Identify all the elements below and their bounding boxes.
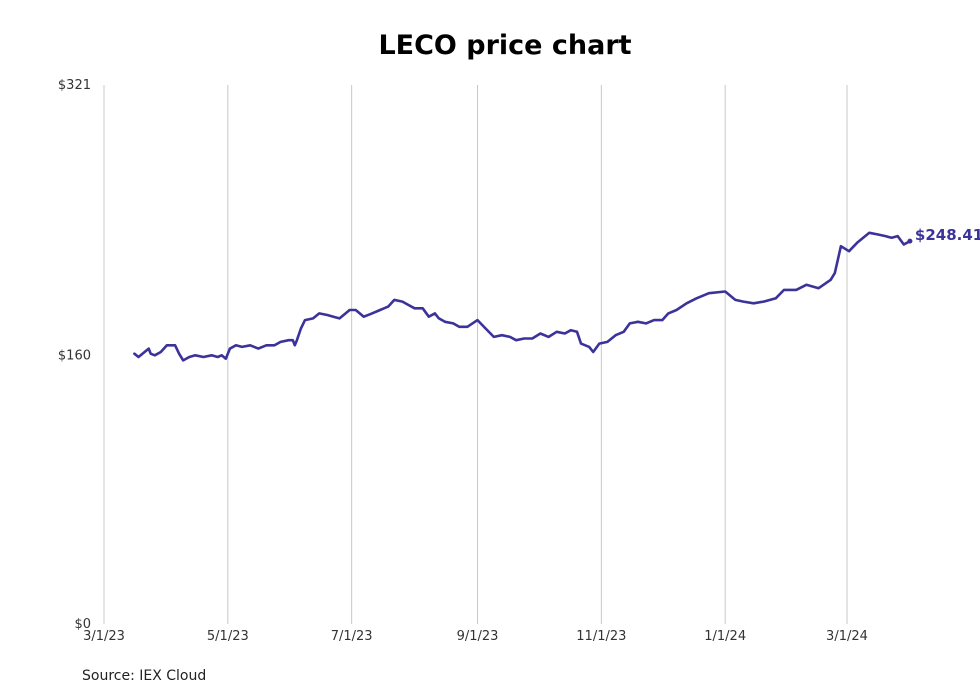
x-tick-label: 11/1/23 <box>576 629 626 644</box>
chart-title: LECO price chart <box>378 30 632 61</box>
y-axis: $0 $160 $321 <box>58 78 91 632</box>
y-tick-label: $0 <box>74 617 91 632</box>
series-layer: $248.41 <box>133 226 980 362</box>
gridlines <box>103 85 848 624</box>
series-line <box>133 231 912 362</box>
x-tick-label: 9/1/23 <box>457 629 499 644</box>
x-tick-label: 7/1/23 <box>331 629 373 644</box>
series-end-label: $248.41 <box>915 226 980 244</box>
y-tick-label: $160 <box>58 348 91 363</box>
y-tick-label: $321 <box>58 78 91 93</box>
x-tick-label: 3/1/23 <box>83 629 125 644</box>
x-tick-label: 5/1/23 <box>207 629 249 644</box>
series-end-point <box>907 238 913 244</box>
x-axis: 3/1/23 5/1/23 7/1/23 9/1/23 11/1/23 1/1/24 3/1… <box>83 629 868 644</box>
x-tick-label: 3/1/24 <box>826 629 868 644</box>
x-tick-label: 1/1/24 <box>704 629 746 644</box>
source-note: Source: IEX Cloud <box>82 668 207 684</box>
